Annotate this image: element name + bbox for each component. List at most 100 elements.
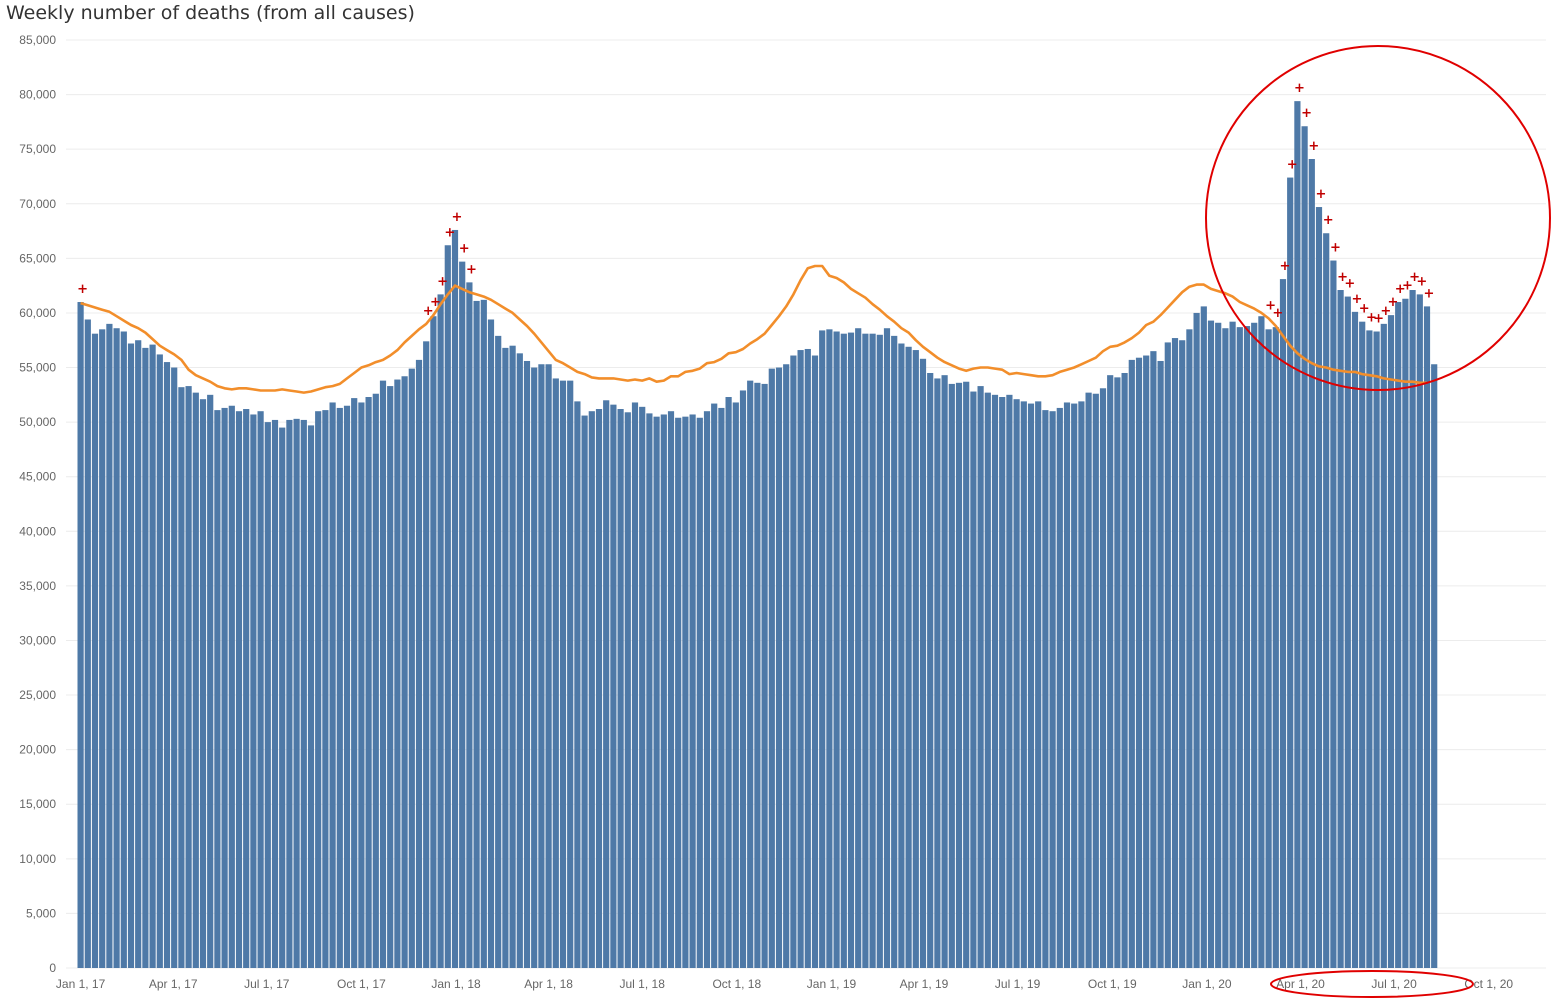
bar xyxy=(811,355,819,968)
bar xyxy=(559,380,567,968)
excess-marker: + xyxy=(1402,279,1413,294)
bar xyxy=(617,409,624,968)
bar xyxy=(1236,327,1243,968)
bar xyxy=(819,330,826,968)
bar xyxy=(955,382,963,969)
x-axis-ticks: Jan 1, 17 Apr 1, 17 Jul 1, 17 Oct 1, 17 Jan … xyxy=(56,977,1513,991)
bar xyxy=(228,405,235,968)
excess-marker: + xyxy=(1359,302,1370,317)
bar xyxy=(1078,401,1085,968)
bar xyxy=(415,359,423,968)
y-tick-label: 45,000 xyxy=(19,470,56,484)
bar xyxy=(891,335,898,968)
excess-marker: + xyxy=(1380,304,1391,319)
bar xyxy=(127,343,135,968)
annotations xyxy=(1205,45,1551,998)
y-tick-label: 55,000 xyxy=(19,361,56,375)
bar xyxy=(761,383,768,968)
bar xyxy=(473,300,480,968)
bar xyxy=(1193,312,1200,968)
bar xyxy=(351,398,358,968)
bar xyxy=(1423,306,1431,968)
bar xyxy=(898,343,905,968)
x-tick-label: Apr 1, 18 xyxy=(524,977,573,991)
bar xyxy=(1049,411,1056,968)
bar xyxy=(675,417,682,968)
bar xyxy=(444,245,451,968)
bar xyxy=(120,331,127,968)
y-tick-label: 25,000 xyxy=(19,688,56,702)
excess-marker: + xyxy=(423,304,434,319)
bar xyxy=(171,367,178,968)
excess-marker: + xyxy=(437,274,448,289)
bar xyxy=(804,348,811,968)
bar xyxy=(178,387,185,969)
bar xyxy=(1359,321,1366,968)
bar xyxy=(257,411,264,968)
bar xyxy=(1265,329,1272,969)
bar xyxy=(1243,326,1251,968)
bar xyxy=(531,367,538,968)
bar xyxy=(192,392,199,968)
bar xyxy=(322,410,329,968)
x-tick-label: Jan 1, 20 xyxy=(1182,977,1232,991)
bar xyxy=(775,367,783,968)
bar xyxy=(1085,392,1092,968)
bar xyxy=(603,400,610,968)
bar xyxy=(437,294,444,968)
bar xyxy=(185,386,192,968)
bar xyxy=(581,415,588,969)
bar xyxy=(1099,388,1107,968)
bar xyxy=(639,406,646,968)
bar xyxy=(855,328,862,968)
bar xyxy=(941,375,948,968)
y-tick-label: 80,000 xyxy=(19,88,56,102)
bar xyxy=(883,328,891,968)
bar xyxy=(394,379,401,968)
bar xyxy=(1301,126,1308,969)
bar xyxy=(927,372,934,968)
bar xyxy=(77,302,84,968)
bar xyxy=(905,346,912,968)
bar xyxy=(516,353,523,969)
bar xyxy=(1020,401,1027,968)
x-tick-label: Jul 1, 18 xyxy=(620,977,666,991)
excess-marker: + xyxy=(1308,139,1319,154)
bar xyxy=(293,418,300,968)
y-tick-label: 70,000 xyxy=(19,197,56,211)
bar xyxy=(1157,360,1164,968)
bar xyxy=(747,380,754,968)
bar xyxy=(99,329,106,969)
bar xyxy=(538,364,545,968)
bar xyxy=(1056,407,1063,969)
bar xyxy=(948,383,955,968)
x-tick-label: Apr 1, 17 xyxy=(149,977,198,991)
bar xyxy=(113,328,120,968)
chart-title: Weekly number of deaths (from all causes… xyxy=(6,2,415,24)
bar xyxy=(934,378,941,969)
y-tick-label: 35,000 xyxy=(19,579,56,593)
bar xyxy=(1063,402,1071,968)
excess-marker: + xyxy=(77,282,88,297)
bar xyxy=(365,397,372,968)
excess-marker: + xyxy=(1337,270,1348,285)
bar xyxy=(862,333,869,968)
bar xyxy=(315,411,322,968)
bar xyxy=(1135,357,1143,969)
excess-marker: + xyxy=(1409,270,1420,285)
bar xyxy=(1337,290,1344,968)
excess-marker: + xyxy=(1445,0,1456,4)
bar xyxy=(991,394,999,969)
bar xyxy=(300,419,307,969)
bar xyxy=(653,416,660,968)
bar xyxy=(1013,399,1020,969)
excess-marker: + xyxy=(1323,213,1334,228)
bar xyxy=(552,378,559,969)
excess-marker: + xyxy=(1272,306,1283,321)
bar xyxy=(502,347,509,968)
bar xyxy=(495,335,502,968)
bar xyxy=(423,341,430,969)
bar xyxy=(610,404,617,968)
excess-marker: + xyxy=(1330,241,1341,256)
y-axis-ticks: 0 5,000 10,000 15,000 20,000 25,000 30,000 35,0… xyxy=(19,33,56,975)
